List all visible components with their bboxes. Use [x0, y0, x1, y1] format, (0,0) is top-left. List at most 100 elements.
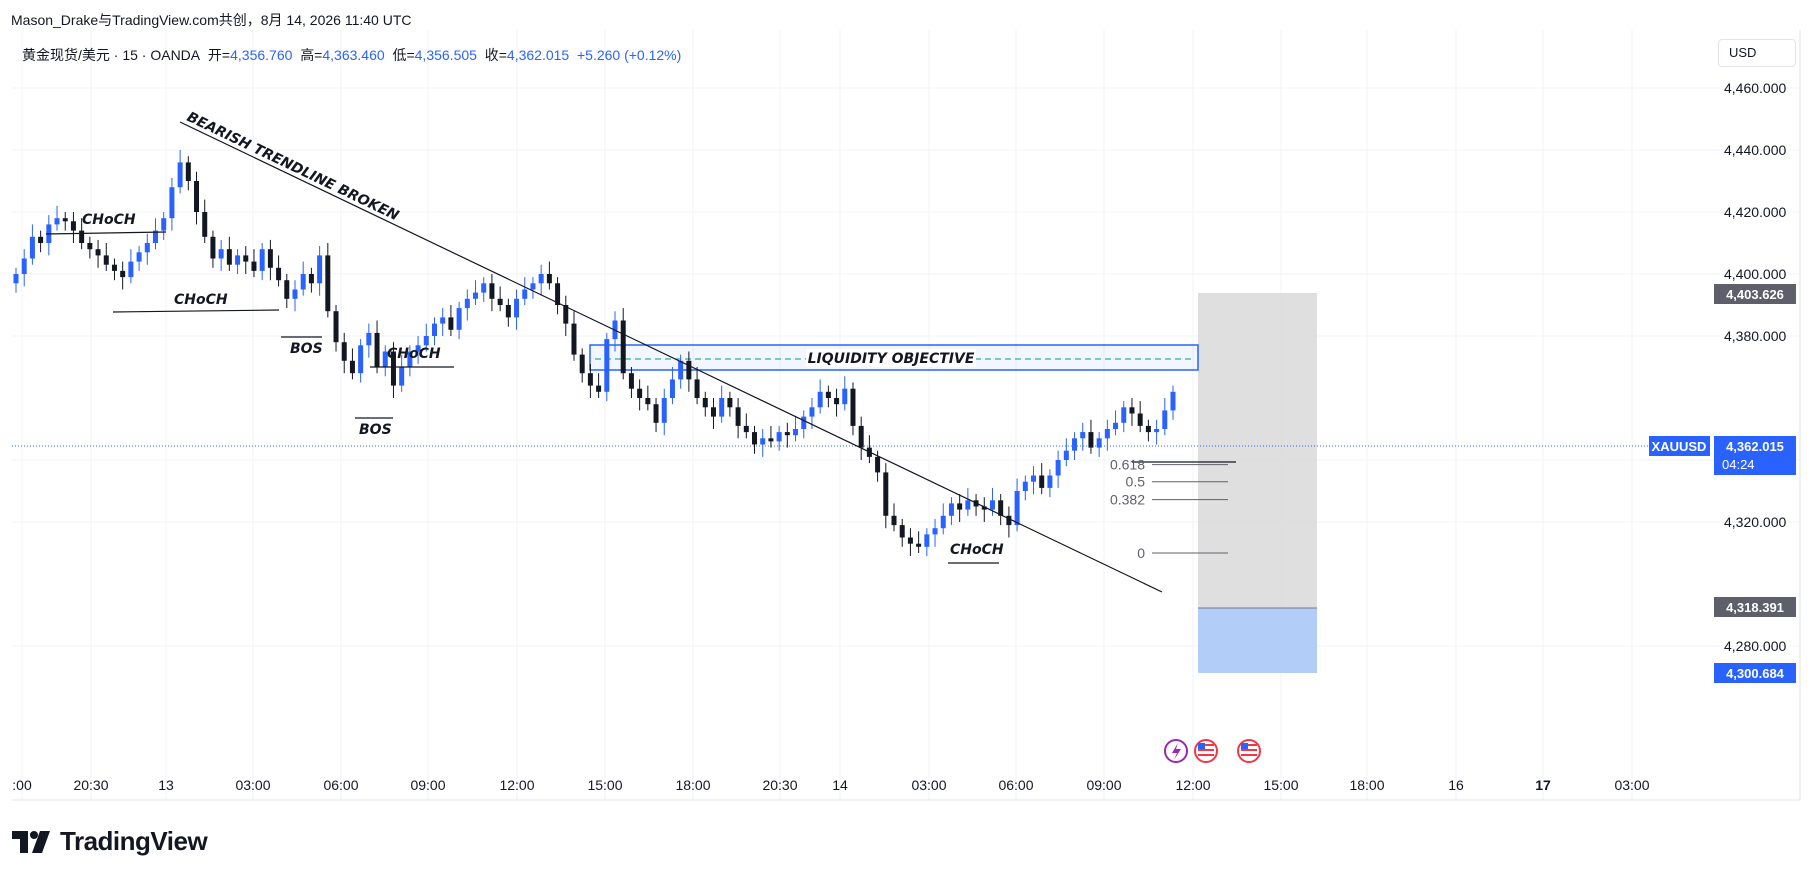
event-icons[interactable]	[1164, 739, 1261, 763]
candle-body	[128, 261, 134, 278]
candle-body	[489, 283, 495, 299]
candle-body	[1121, 407, 1127, 423]
candle-body	[948, 503, 954, 516]
price-axis[interactable]: 4,460.000 4,440.000 4,420.000 4,400.000 4,38…	[1724, 80, 1786, 654]
candle-body	[932, 528, 938, 535]
close-label: 收=	[484, 47, 507, 63]
candle-body	[87, 243, 93, 250]
candle-body	[825, 391, 831, 398]
high-label: 高=	[300, 47, 323, 63]
time-tick: 15:00	[587, 777, 622, 793]
candle-body	[144, 243, 150, 253]
candle-body	[243, 255, 249, 262]
time-tick: 09:00	[1086, 777, 1121, 793]
candle-body	[743, 425, 749, 433]
bos-label-1: BOS	[290, 341, 323, 357]
liquidity-label-bg	[806, 349, 976, 367]
candle-body	[54, 218, 60, 225]
tradingview-logo-text: TradingView	[60, 826, 208, 856]
chart-grid	[12, 30, 1800, 800]
candle-body	[415, 345, 421, 352]
candle-body	[768, 438, 774, 442]
candle-body	[579, 354, 585, 374]
current-price-badge	[1714, 436, 1796, 475]
candle-body	[760, 438, 766, 445]
candle-body	[669, 379, 675, 398]
bearish-trendline[interactable]	[179, 121, 1163, 593]
candle-body	[587, 373, 593, 386]
open-value: 4,356.760	[230, 47, 293, 63]
price-tick: 4,400.000	[1724, 266, 1786, 282]
candle-body	[965, 500, 971, 510]
time-tick: 15:00	[1263, 777, 1298, 793]
candle-body	[522, 289, 528, 299]
candle-body	[267, 249, 273, 268]
candle-body	[251, 261, 257, 271]
candle-body	[1072, 438, 1078, 451]
candle-body	[407, 351, 413, 367]
choch-line-1	[45, 231, 167, 235]
fib-label: 0	[1137, 545, 1145, 561]
candle-body	[998, 500, 1004, 516]
time-tick: 20:30	[73, 777, 108, 793]
candle-body	[817, 391, 823, 408]
target-price-label: 4,403.626	[1726, 287, 1784, 302]
candle-body	[226, 249, 232, 265]
candle-body	[1039, 475, 1045, 488]
candle-body	[620, 320, 626, 374]
candle-body	[604, 339, 610, 392]
candle-body	[538, 274, 544, 284]
entry-price-label: 4,318.391	[1726, 600, 1784, 615]
candle-body	[1162, 410, 1168, 429]
candle-body	[678, 360, 684, 380]
candle-body	[1129, 407, 1135, 414]
target-zone[interactable]	[1198, 293, 1317, 608]
candle-body	[563, 305, 569, 324]
tradingview-logo[interactable]: TradingView	[12, 826, 208, 857]
candle-body	[79, 230, 85, 243]
time-tick: 13	[158, 777, 174, 793]
currency-button[interactable]: USD	[1718, 39, 1796, 67]
candle-body	[431, 323, 437, 336]
candle-body	[653, 404, 659, 423]
candle-body	[710, 407, 716, 417]
price-tick: 4,280.000	[1724, 638, 1786, 654]
choch-label-3: CHoCH	[387, 346, 441, 362]
candle-body	[235, 255, 241, 265]
candle-body	[809, 407, 815, 417]
time-axis[interactable]: :00 20:30 13 03:00 06:00 09:00 12:00 15:00 18:00…	[12, 777, 1649, 793]
candle-body	[292, 289, 298, 299]
candle-body	[686, 360, 692, 380]
candle-body	[194, 181, 200, 212]
candle-body	[571, 323, 577, 355]
candle-body	[555, 283, 561, 305]
candle-body	[899, 525, 905, 538]
candle-body	[719, 398, 725, 417]
candle-body	[210, 236, 216, 259]
candle-body	[120, 270, 126, 278]
stop-price-label: 4,300.684	[1726, 666, 1785, 681]
candle-body	[62, 218, 68, 222]
candle-body	[29, 236, 35, 259]
candle-body	[333, 311, 339, 343]
stop-zone[interactable]	[1198, 608, 1317, 673]
time-tick: 14	[832, 777, 848, 793]
time-tick: 17	[1535, 777, 1551, 793]
candle-body	[177, 162, 183, 188]
candle-body	[1063, 450, 1069, 460]
candle-body	[202, 212, 208, 237]
candle-body	[456, 308, 462, 330]
current-price-label: 4,362.015	[1726, 439, 1784, 454]
open-label: 开=	[207, 47, 231, 63]
candle-body	[907, 537, 913, 544]
candle-body	[21, 258, 27, 274]
candle-body	[891, 515, 897, 526]
candle-body	[883, 472, 889, 516]
candle-body	[38, 236, 44, 243]
candle-body	[358, 345, 364, 374]
candle-body	[308, 274, 314, 284]
candle-body	[1088, 432, 1094, 448]
fib-label: 0.5	[1126, 474, 1146, 490]
